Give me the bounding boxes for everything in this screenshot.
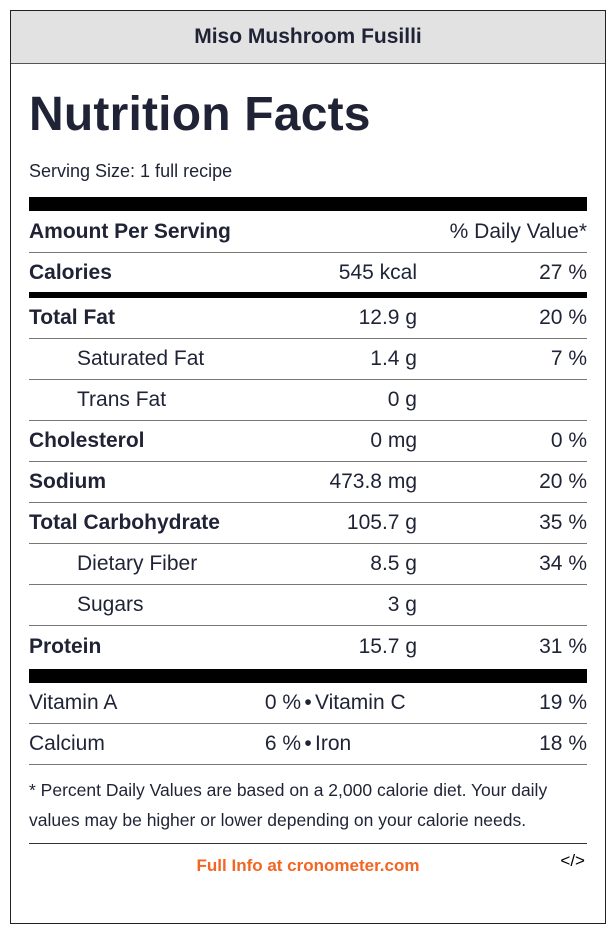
nutrient-dv: 31 % [539,634,587,658]
mineral-row: Calcium 6 % • Iron 18 % [29,724,587,765]
nutrient-row-sugars: Sugars 3 g [29,585,587,626]
nutrient-name: Protein [29,634,102,658]
mineral-pct: 6 % [264,732,301,755]
nutrient-row-cholesterol: Cholesterol 0 mg 0 % [29,421,587,462]
nutrient-row-dietary-fiber: Dietary Fiber 8.5 g 34 % [29,544,587,585]
nutrient-row-protein: Protein 15.7 g 31 % [29,626,587,667]
nutrient-dv: 20 % [539,306,587,329]
nutrient-amount: 0 g [387,388,417,411]
serving-size: Serving Size: 1 full recipe [29,161,233,181]
nutrient-row-total-carbohydrate: Total Carbohydrate 105.7 g 35 % [29,503,587,544]
nutrition-label: Miso Mushroom Fusilli Nutrition Facts Se… [10,10,606,924]
daily-value-label: % Daily Value* [449,219,587,243]
label-content: Nutrition Facts Serving Size: 1 full rec… [29,63,587,884]
embed-code-icon[interactable]: </> [560,851,585,870]
label-footer: Full Info at cronometer.com </> [29,844,587,884]
calories-amount: 545 kcal [338,260,417,284]
vitamin-pct: 19 % [539,691,587,714]
calories-row: Calories 545 kcal 27 % [29,253,587,298]
nutrient-name: Dietary Fiber [77,552,198,575]
thick-divider-bottom [29,669,587,683]
nutrient-amount: 0 mg [370,429,417,452]
nutrient-dv: 0 % [550,429,587,452]
nutrient-amount: 473.8 mg [329,470,417,493]
nutrient-name: Trans Fat [77,388,167,411]
calories-name: Calories [29,260,112,284]
nutrient-amount: 3 g [387,593,417,616]
nutrient-amount: 15.7 g [358,634,417,658]
nutrient-dv: 20 % [539,470,587,493]
nutrient-amount: 12.9 g [358,306,417,329]
mineral-pct: 18 % [539,732,587,755]
mineral-name: Calcium [29,732,105,755]
nutrient-dv: 35 % [539,511,587,534]
nutrient-name: Sugars [77,593,144,616]
bullet-separator: • [304,732,312,755]
calories-dv: 27 % [539,260,587,284]
daily-value-footnote: * Percent Daily Values are based on a 2,… [29,775,587,844]
nutrient-name: Cholesterol [29,429,145,452]
bullet-separator: • [304,691,312,714]
nutrient-dv: 34 % [539,552,587,575]
nutrient-row-total-fat: Total Fat 12.9 g 20 % [29,298,587,339]
nutrient-amount: 1.4 g [370,347,417,370]
nutrient-row-sodium: Sodium 473.8 mg 20 % [29,462,587,503]
nutrition-facts-heading: Nutrition Facts [29,88,371,141]
nutrient-amount: 105.7 g [346,511,417,534]
nutrient-amount: 8.5 g [370,552,417,575]
nutrient-row-saturated-fat: Saturated Fat 1.4 g 7 % [29,339,587,380]
nutrient-dv: 7 % [550,347,587,370]
vitamin-pct: 0 % [264,691,301,714]
amount-per-serving-header: Amount Per Serving % Daily Value* [29,211,587,253]
nutrient-name: Total Fat [29,306,115,329]
cronometer-link[interactable]: Full Info at cronometer.com [196,856,420,875]
vitamin-row: Vitamin A 0 % • Vitamin C 19 % [29,683,587,724]
nutrient-name: Saturated Fat [77,347,205,370]
thick-divider-top [29,197,587,211]
vitamin-name: Vitamin A [29,691,118,714]
nutrient-row-trans-fat: Trans Fat 0 g [29,380,587,421]
vitamin-name: Vitamin C [315,691,406,714]
amount-per-serving-label: Amount Per Serving [29,219,231,243]
recipe-title: Miso Mushroom Fusilli [11,11,605,64]
nutrient-name: Total Carbohydrate [29,511,220,534]
mineral-name: Iron [315,732,352,755]
nutrient-name: Sodium [29,470,106,493]
